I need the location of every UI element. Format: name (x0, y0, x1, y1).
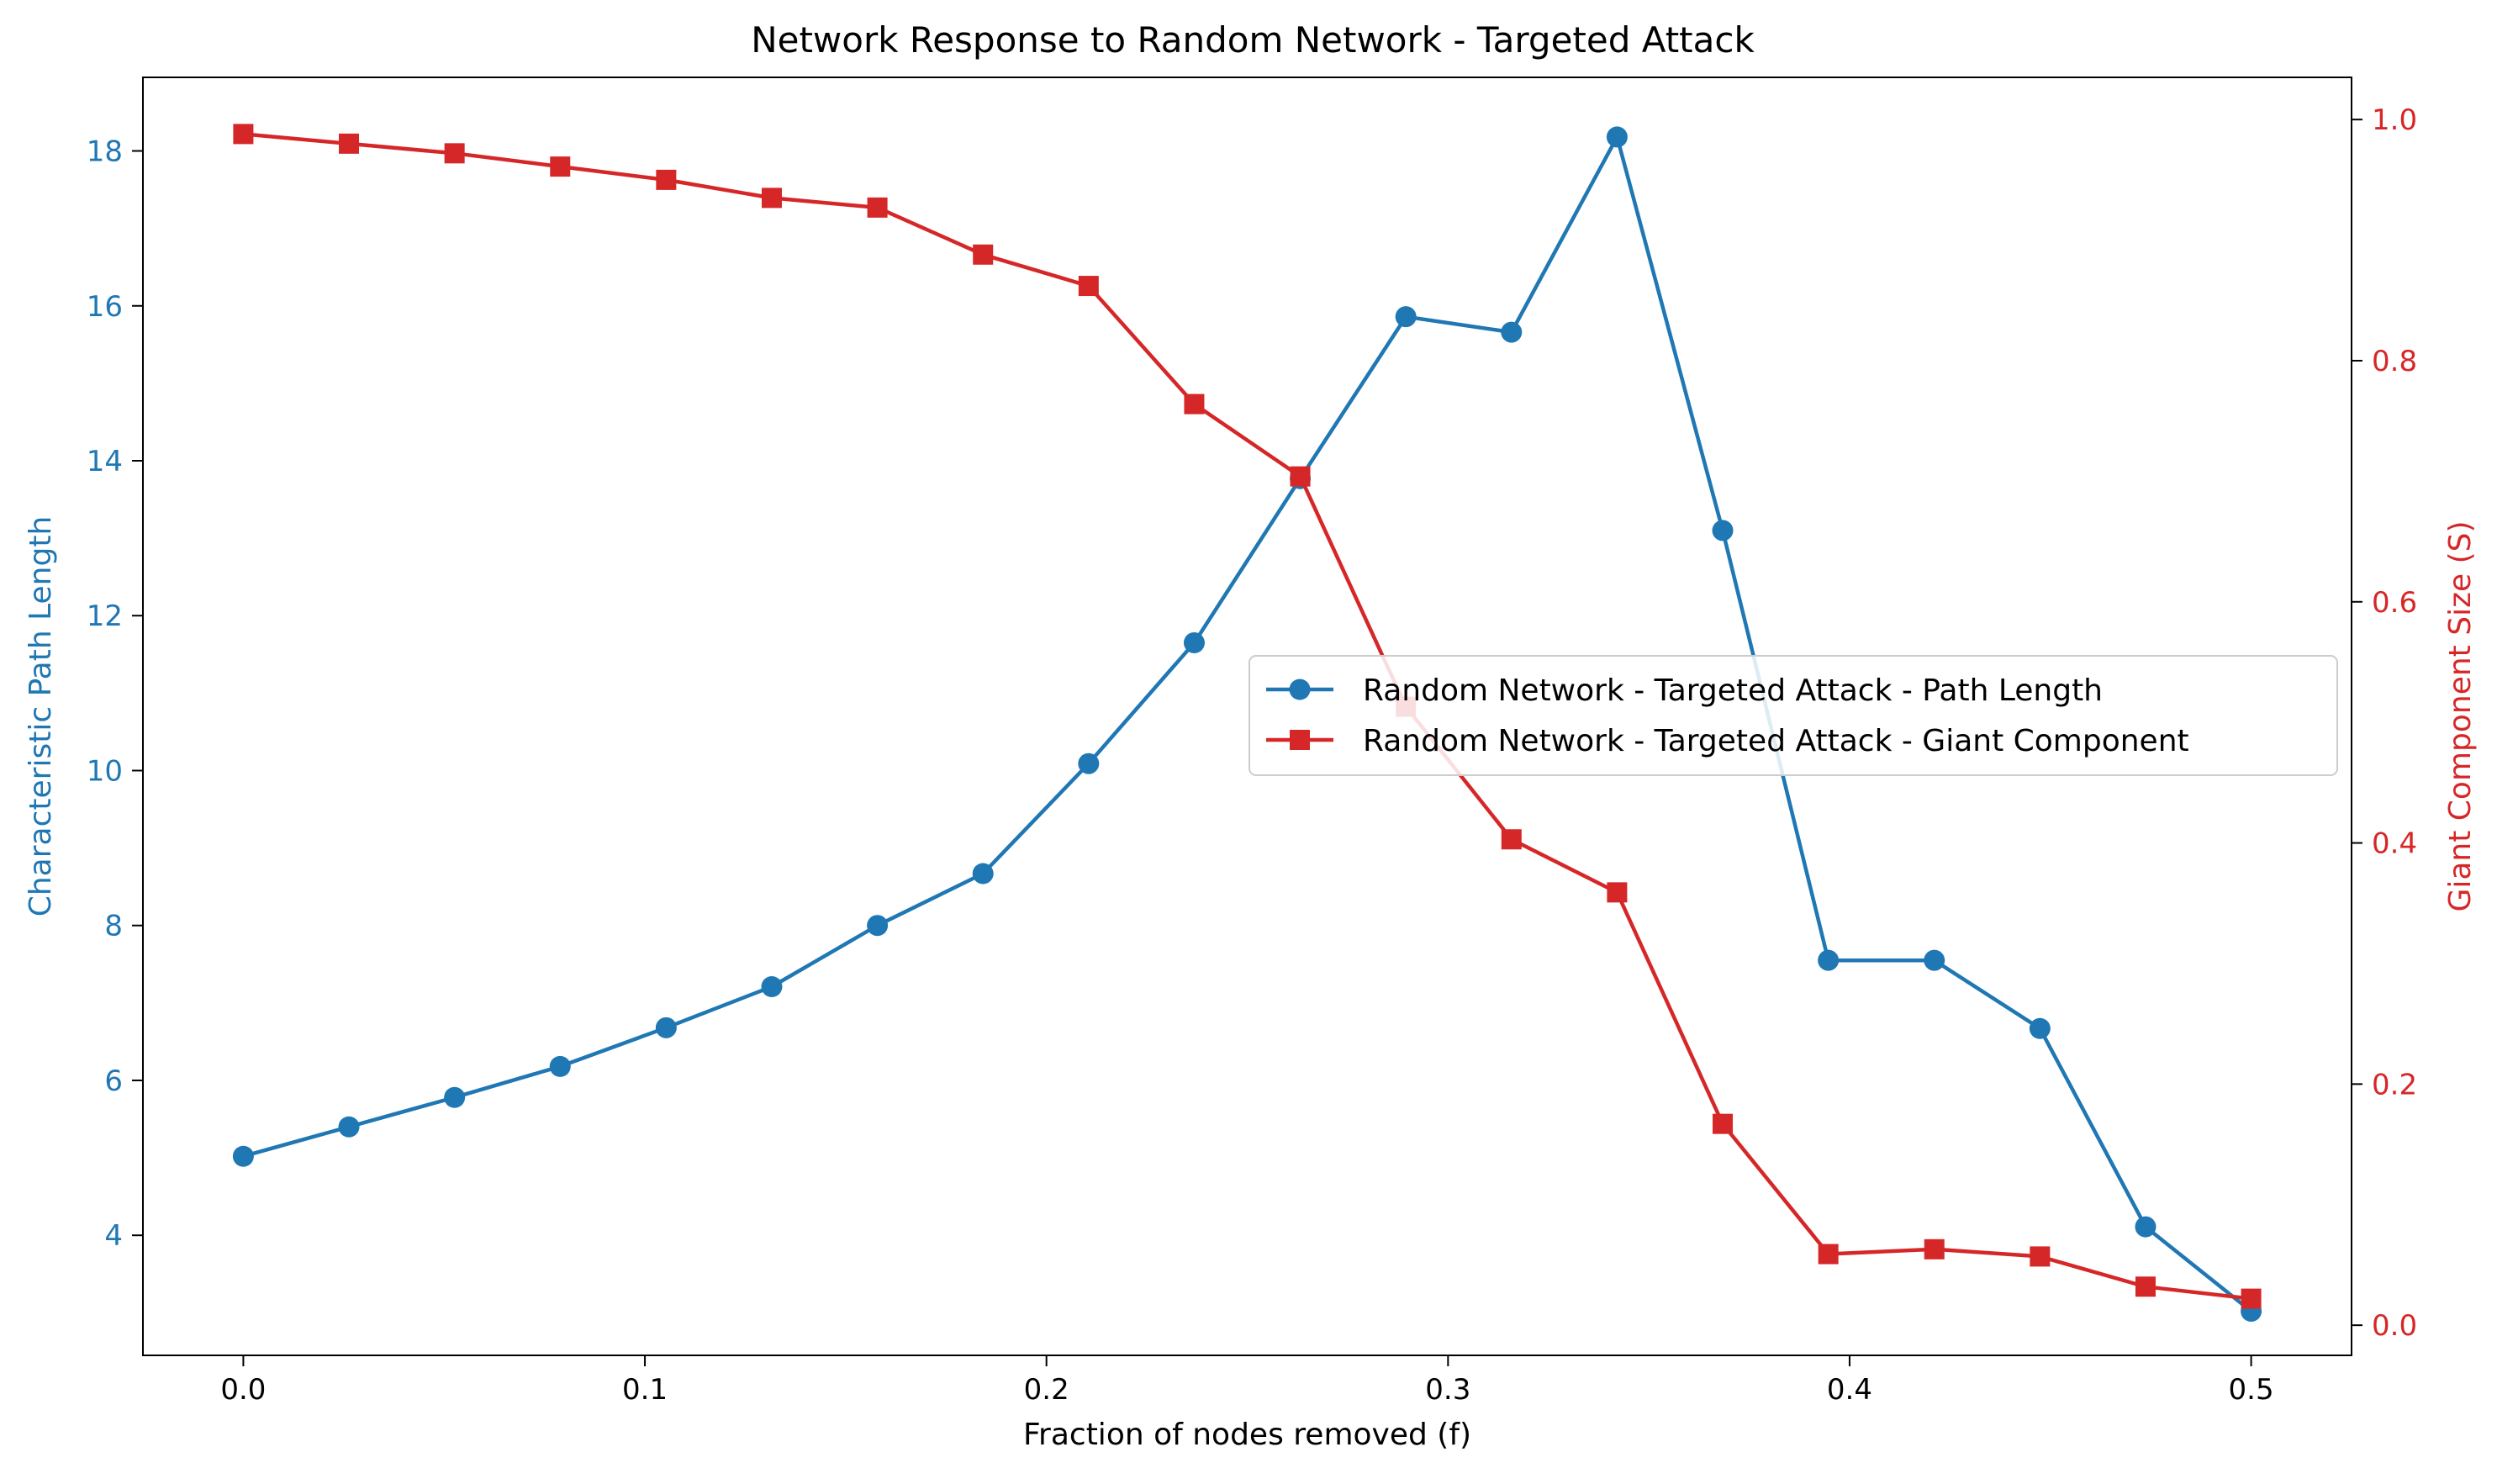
series-1-point (1183, 631, 1205, 653)
series-1-point (2029, 1017, 2051, 1039)
x-axis-label: Fraction of nodes removed (f) (1023, 1418, 1471, 1452)
series-1-point (1395, 306, 1417, 328)
series-2-point (761, 187, 782, 209)
series-line-2 (243, 132, 2252, 1301)
legend-marker-1 (1289, 679, 1311, 700)
y-right-tick-label: 0.0 (2372, 1309, 2417, 1343)
series-1-point (2135, 1216, 2156, 1238)
series-2-point (444, 143, 465, 164)
x-tick-label: 0.5 (2229, 1373, 2274, 1407)
series-1-point (867, 915, 889, 937)
y-right-tick-label: 0.6 (2372, 586, 2417, 620)
series-2-point (2135, 1276, 2156, 1297)
series-2-point (1924, 1238, 1945, 1260)
series-2-point (656, 169, 677, 190)
y-right-tick-label: 0.2 (2372, 1068, 2417, 1101)
series-2-point (1713, 1113, 1734, 1134)
plot-frame (142, 77, 2352, 1356)
series-1-point (1818, 949, 1840, 971)
y-right-axis-label: Giant Component Size (S) (2443, 520, 2478, 911)
y-right-tick-label: 0.4 (2372, 827, 2417, 861)
series-2-point (1818, 1244, 1839, 1265)
series-1-point (655, 1017, 677, 1038)
series-2-point (1184, 393, 1205, 415)
y-left-tick-label: 16 (87, 290, 123, 324)
series-1-point (549, 1055, 571, 1077)
series-2-point (550, 156, 571, 177)
series-2-point (867, 197, 888, 218)
x-tick-label: 0.4 (1827, 1373, 1872, 1407)
y-left-tick-label: 14 (87, 445, 123, 478)
x-tick-label: 0.2 (1024, 1373, 1069, 1407)
series-2-point (339, 133, 360, 154)
series-1-point (972, 863, 994, 885)
chart-title: Network Response to Random Network - Tar… (751, 19, 1755, 61)
series-1-point (338, 1116, 360, 1138)
y-left-tick-label: 12 (87, 599, 123, 633)
series-2-point (1607, 882, 1628, 903)
legend-marker-2 (1290, 730, 1310, 750)
series-1-point (1712, 520, 1734, 541)
series-1-point (1924, 949, 1945, 971)
legend-entry-2: Random Network - Targeted Attack - Giant… (1363, 724, 2189, 758)
y-left-tick-label: 10 (87, 754, 123, 788)
series-1-point (1606, 126, 1628, 148)
series-2-point (233, 124, 254, 145)
series-1-point (1078, 753, 1100, 774)
x-tick-label: 0.1 (622, 1373, 668, 1407)
y-left-axis-label: Characteristic Path Length (24, 516, 58, 917)
y-left-tick-label: 4 (104, 1219, 123, 1253)
series-1-point (1501, 321, 1523, 343)
legend-entry-1: Random Network - Targeted Attack - Path … (1363, 673, 2103, 708)
series-1-point (761, 976, 783, 998)
y-right-tick-label: 1.0 (2372, 103, 2417, 137)
y-left-tick-label: 8 (104, 910, 123, 943)
x-tick-label: 0.3 (1425, 1373, 1470, 1407)
series-1-point (444, 1086, 466, 1108)
y-left-tick-label: 6 (104, 1064, 123, 1098)
legend (1248, 655, 2338, 776)
y-left-tick-label: 18 (87, 135, 123, 169)
series-2-point (1078, 276, 1099, 297)
series-2-point (1290, 466, 1311, 487)
series-2-point (2241, 1288, 2262, 1309)
y-right-tick-label: 0.8 (2372, 345, 2417, 378)
series-line-1 (242, 135, 2253, 1313)
series-2-point (973, 244, 994, 265)
series-2-point (1501, 829, 1522, 850)
x-tick-label: 0.0 (220, 1373, 266, 1407)
series-2-point (2030, 1246, 2051, 1267)
series-1-point (232, 1145, 254, 1167)
